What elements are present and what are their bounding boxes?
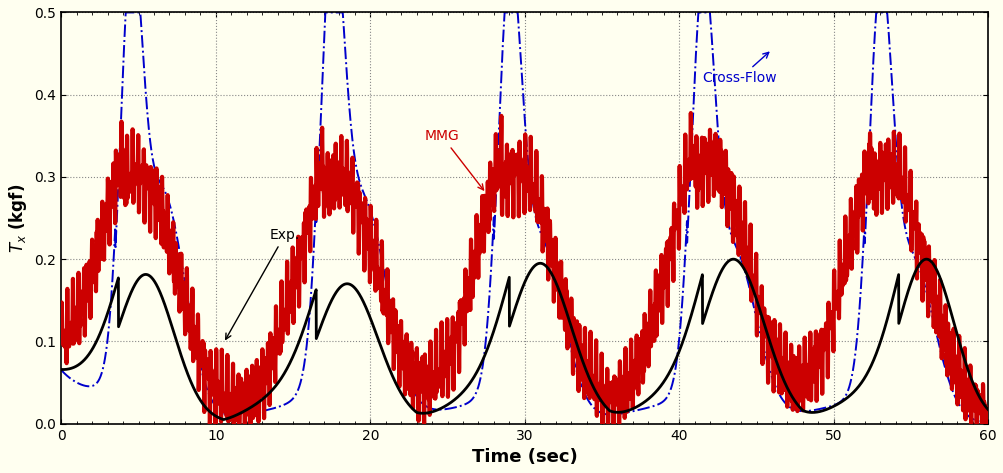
X-axis label: Time (sec): Time (sec) <box>471 448 577 466</box>
Y-axis label: $T_x$ (kgf): $T_x$ (kgf) <box>7 184 29 253</box>
Text: MMG: MMG <box>424 129 483 190</box>
Text: Cross-Flow: Cross-Flow <box>702 53 776 85</box>
Text: Exp.: Exp. <box>226 228 300 339</box>
